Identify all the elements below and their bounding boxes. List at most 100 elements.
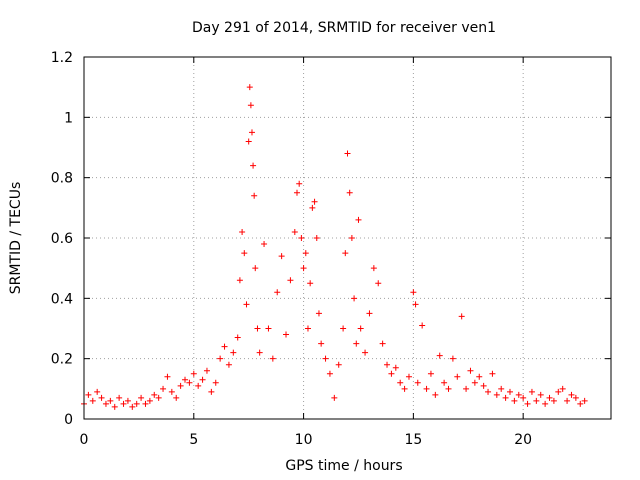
data-point (304, 325, 311, 332)
y-tick-label: 0.4 (51, 291, 73, 307)
data-point (151, 391, 158, 398)
data-point (278, 253, 285, 260)
data-point (480, 382, 487, 389)
data-point (120, 400, 127, 407)
data-point (559, 385, 566, 392)
data-point (348, 235, 355, 241)
data-point (124, 397, 131, 404)
data-point (239, 228, 246, 235)
y-tick-label: 0.8 (51, 171, 73, 187)
data-point (199, 376, 206, 383)
data-point (515, 391, 522, 398)
data-point (245, 138, 252, 145)
data-point (315, 310, 322, 317)
data-point (254, 325, 261, 332)
data-point (362, 349, 369, 356)
data-point (458, 313, 465, 320)
data-point (309, 204, 316, 211)
data-point (467, 367, 474, 374)
data-point (432, 391, 439, 398)
data-point (581, 397, 588, 404)
data-point (313, 235, 320, 241)
data-point (142, 400, 149, 407)
data-point (493, 391, 500, 398)
data-point (160, 385, 167, 392)
data-point (283, 331, 290, 338)
x-tick-label: 10 (295, 432, 313, 448)
data-point (366, 310, 373, 317)
data-point (392, 364, 399, 371)
data-point (102, 400, 109, 407)
data-point (246, 84, 253, 91)
data-point (326, 370, 333, 377)
data-point (564, 397, 571, 404)
data-point (572, 394, 579, 401)
x-tick-label: 15 (404, 432, 422, 448)
data-point (182, 376, 189, 383)
data-point (293, 189, 300, 196)
data-point (155, 394, 162, 401)
data-point (454, 373, 461, 380)
data-point (129, 403, 136, 410)
data-point (111, 403, 118, 410)
data-point (230, 349, 237, 356)
data-point (318, 340, 325, 347)
data-point (164, 373, 171, 380)
data-point (502, 394, 509, 401)
data-point (388, 370, 395, 377)
plot-border (83, 56, 612, 420)
data-point (511, 397, 518, 404)
data-point (307, 280, 314, 287)
y-tick-label: 0 (64, 412, 73, 428)
data-point (269, 355, 276, 362)
data-point (116, 394, 123, 401)
data-point (520, 394, 527, 401)
data-point (577, 400, 584, 407)
data-point (414, 379, 421, 386)
data-point (528, 388, 535, 395)
data-point (568, 391, 575, 398)
data-point (423, 385, 430, 392)
data-point (173, 394, 180, 401)
data-point (397, 379, 404, 386)
data-point (98, 394, 105, 401)
data-point (445, 385, 452, 392)
data-point (217, 355, 224, 362)
data-point (410, 289, 417, 296)
data-point (370, 265, 377, 272)
data-point (441, 379, 448, 386)
data-point (247, 102, 254, 109)
data-point (537, 391, 544, 398)
data-point (412, 301, 419, 308)
data-point (168, 388, 175, 395)
data-point (351, 295, 358, 302)
data-point (138, 394, 145, 401)
x-tick-label: 5 (189, 432, 198, 448)
x-axis-label: GPS time / hours (285, 458, 402, 474)
data-point (256, 349, 263, 356)
data-point (177, 382, 184, 389)
chart-title: Day 291 of 2014, SRMTID for receiver ven… (192, 20, 496, 36)
data-point (340, 325, 347, 332)
data-point (419, 322, 426, 329)
data-point (300, 265, 307, 272)
data-point (261, 241, 268, 248)
data-point (203, 367, 210, 374)
data-point (225, 361, 232, 368)
data-point (221, 343, 228, 350)
data-point (208, 388, 215, 395)
data-point (342, 250, 349, 257)
data-point (298, 235, 305, 241)
data-point (94, 388, 101, 395)
data-point (542, 400, 549, 407)
data-point (476, 373, 483, 380)
data-point (506, 388, 513, 395)
y-tick-label: 0.2 (51, 352, 73, 368)
data-point (133, 400, 140, 407)
data-point (489, 370, 496, 377)
data-point (241, 250, 248, 257)
data-point (375, 280, 382, 287)
data-point (550, 397, 557, 404)
data-point (212, 379, 219, 386)
